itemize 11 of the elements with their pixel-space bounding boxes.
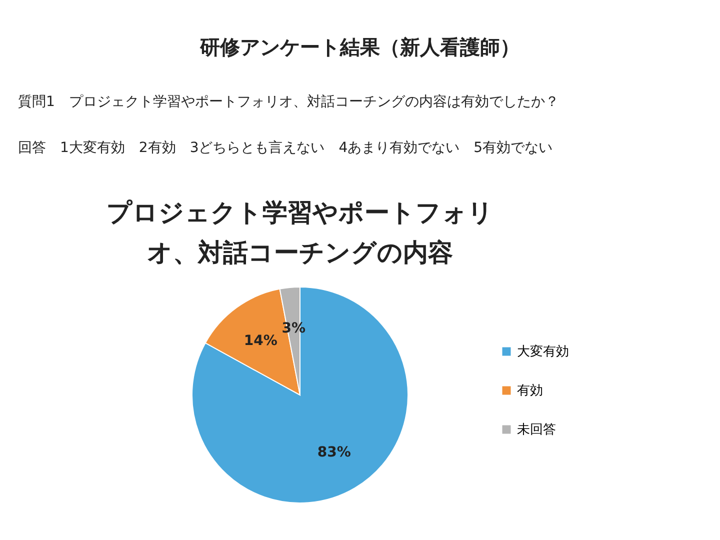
legend-label: 有効 (517, 384, 543, 398)
legend-label: 未回答 (517, 422, 556, 438)
text: オ、対話コーチングの内容 (147, 238, 453, 267)
pie-slice (192, 286, 408, 504)
chart-title: 研修アンケート結果（新人看護師） (199, 35, 520, 59)
chart-subtitle: 質問1 プロジェクト学習やポートフォリオ、対話コーチングの内容は有効でしたか？ (18, 94, 559, 110)
text: プロジェクト学習やポートフォリ (106, 198, 494, 227)
legend-label: 大変有効 (517, 344, 569, 360)
text: 回答 1大変有効 2有効 3どちらとも言えない 4あまり有効でない 5有効でない (18, 140, 553, 156)
data-label: 83% (317, 444, 351, 461)
data-label: 14% (244, 332, 278, 349)
